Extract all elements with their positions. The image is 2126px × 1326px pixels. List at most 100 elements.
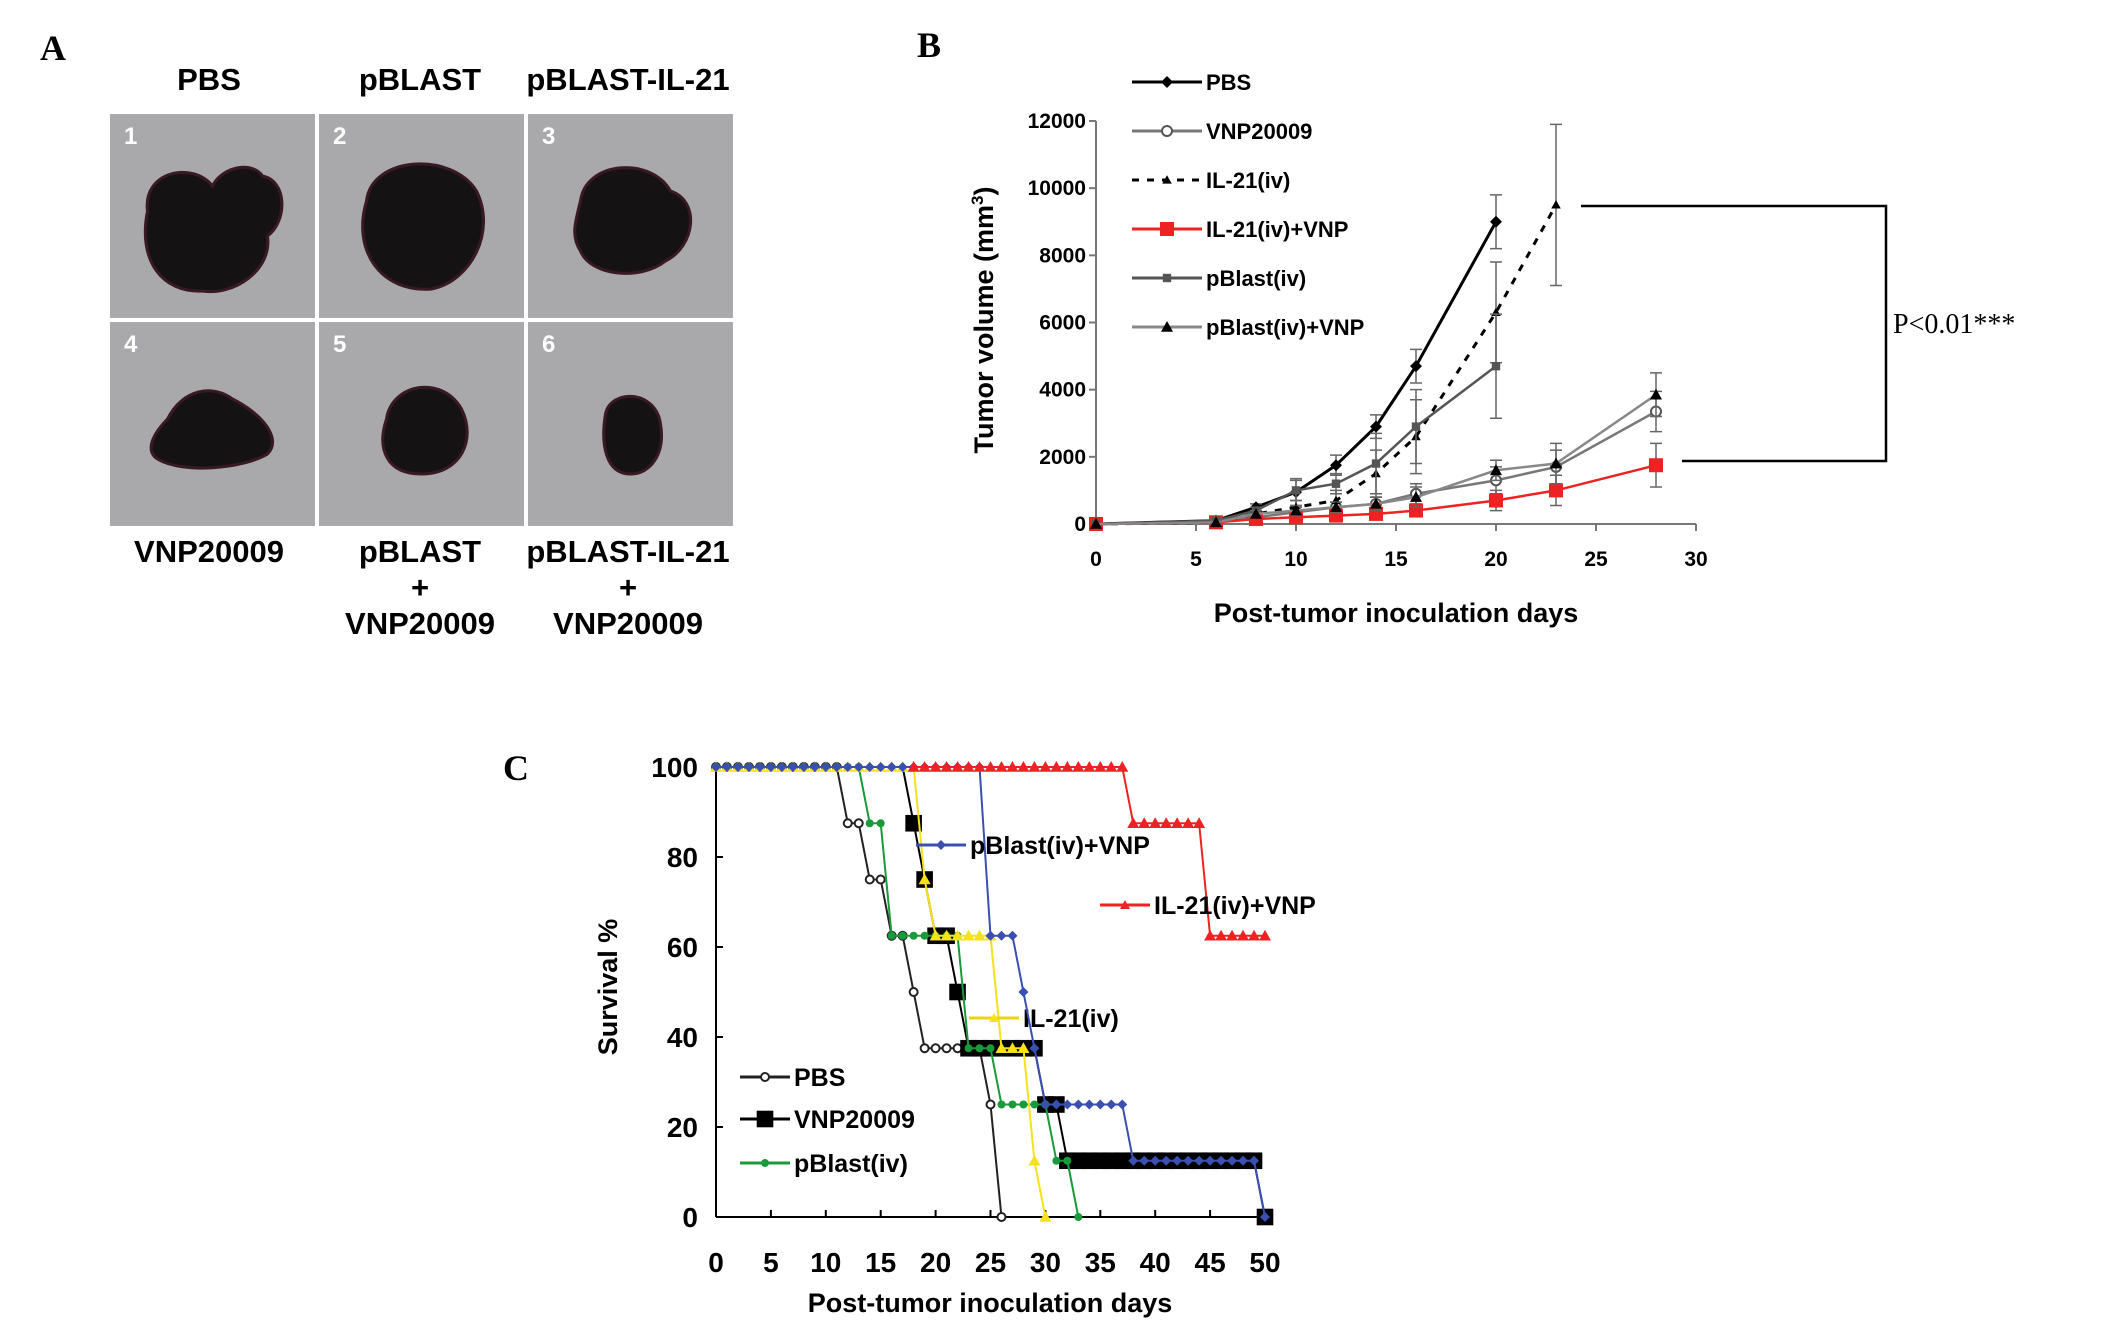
data-point	[1491, 361, 1501, 371]
data-point	[1370, 497, 1382, 509]
x-tick-label: 45	[1195, 1247, 1226, 1278]
legend-label: IL-21(iv)	[1023, 1005, 1119, 1033]
y-tick-label: 20	[667, 1112, 698, 1143]
series-line	[1095, 464, 1657, 526]
data-point	[920, 931, 929, 940]
data-point	[1006, 1042, 1019, 1054]
data-point	[1410, 360, 1422, 373]
data-point	[1331, 479, 1341, 488]
x-tick-label: 0	[708, 1247, 724, 1278]
data-point	[930, 1043, 941, 1054]
data-point	[1489, 493, 1503, 508]
x-tick-label: 5	[763, 1247, 779, 1278]
series-line	[1095, 365, 1497, 526]
data-point	[1073, 1099, 1084, 1110]
data-point	[1074, 1213, 1083, 1221]
data-point	[1291, 486, 1301, 495]
y-axis-label-text: Tumor volume (mm	[969, 205, 999, 454]
data-point	[776, 762, 787, 772]
y-tick-label: 0	[682, 1202, 698, 1233]
bottom-label-3-line1: pBLAST-IL-21	[526, 534, 729, 569]
y-axis-label-sup: 3	[968, 196, 987, 205]
data-point	[1008, 1100, 1017, 1109]
data-point	[1062, 1099, 1073, 1110]
x-tick-label: 40	[1140, 1247, 1171, 1278]
data-point	[711, 762, 721, 772]
data-point	[984, 761, 997, 772]
column-label-pblast-il21: pBLAST-IL-21	[526, 62, 729, 97]
data-point	[1194, 1155, 1205, 1166]
data-point	[995, 761, 1008, 772]
data-point	[941, 1043, 952, 1054]
data-point	[765, 762, 776, 772]
data-point	[975, 1044, 984, 1053]
legend-label: IL-21(iv)	[1206, 168, 1290, 193]
data-point	[1007, 930, 1018, 941]
data-point	[1006, 761, 1019, 772]
data-point	[1549, 483, 1563, 498]
photo-number: 6	[542, 331, 555, 358]
y-axis-label-close: )	[969, 187, 999, 196]
data-point	[1172, 1155, 1183, 1166]
data-point	[1084, 1099, 1095, 1110]
data-point	[853, 818, 864, 829]
series-line	[1095, 393, 1657, 526]
bottom-label-2-line1: pBLAST	[359, 534, 481, 569]
data-point	[1183, 1155, 1194, 1166]
data-point	[951, 929, 964, 941]
data-point	[1028, 1154, 1041, 1166]
data-point	[1193, 817, 1206, 829]
x-tick-label: 20	[920, 1247, 951, 1278]
data-point	[898, 931, 907, 940]
data-point	[754, 762, 765, 772]
legend-marker	[1161, 321, 1173, 332]
legend-label: PBS	[794, 1064, 845, 1092]
data-point	[1139, 1155, 1150, 1166]
y-tick-label: 0	[1074, 513, 1086, 536]
tumor-specimen	[573, 166, 693, 275]
legend-label: IL-21(iv)+VNP	[1206, 217, 1348, 242]
legend-label: pBlast(iv)	[1206, 266, 1306, 291]
legend-label: PBS	[1206, 70, 1251, 95]
panel-label-b: B	[917, 25, 941, 65]
data-point	[1095, 1099, 1106, 1110]
data-point	[1160, 817, 1173, 829]
y-tick-label: 2000	[1039, 446, 1086, 469]
legend-marker	[760, 1072, 770, 1082]
data-point	[1039, 761, 1052, 772]
data-point	[1017, 761, 1030, 772]
data-point	[940, 929, 953, 941]
tumor-specimen	[602, 394, 663, 476]
data-point	[1094, 761, 1107, 772]
data-point	[1063, 1156, 1072, 1165]
photo-number: 4	[124, 331, 138, 358]
data-point	[1411, 422, 1421, 431]
data-point	[886, 762, 897, 772]
data-point	[986, 1044, 995, 1053]
legend-marker	[1162, 273, 1172, 283]
data-point	[995, 1042, 1008, 1054]
data-point	[907, 761, 920, 772]
data-point	[940, 761, 953, 772]
data-point	[1410, 491, 1422, 502]
data-point	[1017, 1042, 1030, 1054]
x-tick-label: 25	[1584, 548, 1608, 571]
data-point	[787, 762, 798, 772]
data-point	[1238, 1155, 1249, 1166]
data-point	[1650, 388, 1662, 400]
data-point	[1227, 1155, 1238, 1166]
data-point	[1083, 761, 1096, 772]
data-point	[1250, 507, 1262, 519]
photo-number: 3	[542, 123, 555, 150]
data-point	[918, 873, 931, 885]
tumor-specimen	[149, 389, 274, 470]
data-point	[908, 987, 919, 997]
data-point	[996, 930, 1007, 941]
data-point	[1330, 459, 1342, 472]
data-point	[1226, 929, 1239, 941]
x-tick-label: 25	[975, 1247, 1006, 1278]
legend-marker	[989, 1013, 999, 1022]
data-point	[1248, 929, 1261, 941]
x-tick-label: 20	[1484, 548, 1507, 571]
